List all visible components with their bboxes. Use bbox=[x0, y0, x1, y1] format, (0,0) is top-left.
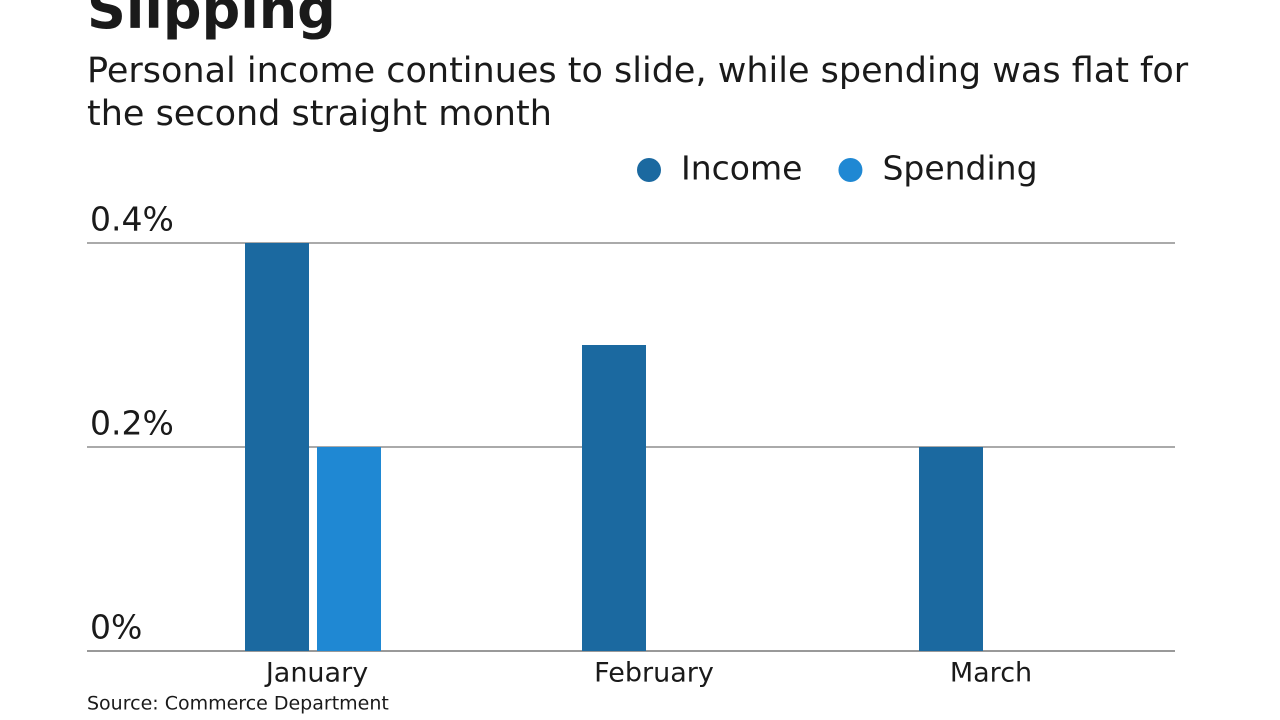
y-tick-label: 0.2% bbox=[90, 404, 174, 443]
chart-subtitle: Personal income continues to slide, whil… bbox=[87, 51, 1189, 134]
source: Source: Commerce Department bbox=[87, 693, 389, 715]
legend-marker bbox=[838, 158, 863, 182]
y-tick-label: 0.4% bbox=[90, 200, 174, 239]
bar bbox=[582, 345, 646, 651]
x-tick-label: January bbox=[264, 658, 368, 689]
bar bbox=[317, 447, 381, 651]
y-tick-label: 0% bbox=[90, 608, 142, 647]
legend-label: Spending bbox=[882, 149, 1037, 188]
bar bbox=[919, 447, 983, 651]
bar bbox=[245, 243, 309, 651]
chart-title: Slipping bbox=[87, 0, 336, 41]
x-tick-label: March bbox=[950, 658, 1032, 689]
legend-marker bbox=[637, 158, 661, 182]
x-tick-label: February bbox=[594, 658, 714, 689]
legend-label: Income bbox=[681, 149, 802, 188]
